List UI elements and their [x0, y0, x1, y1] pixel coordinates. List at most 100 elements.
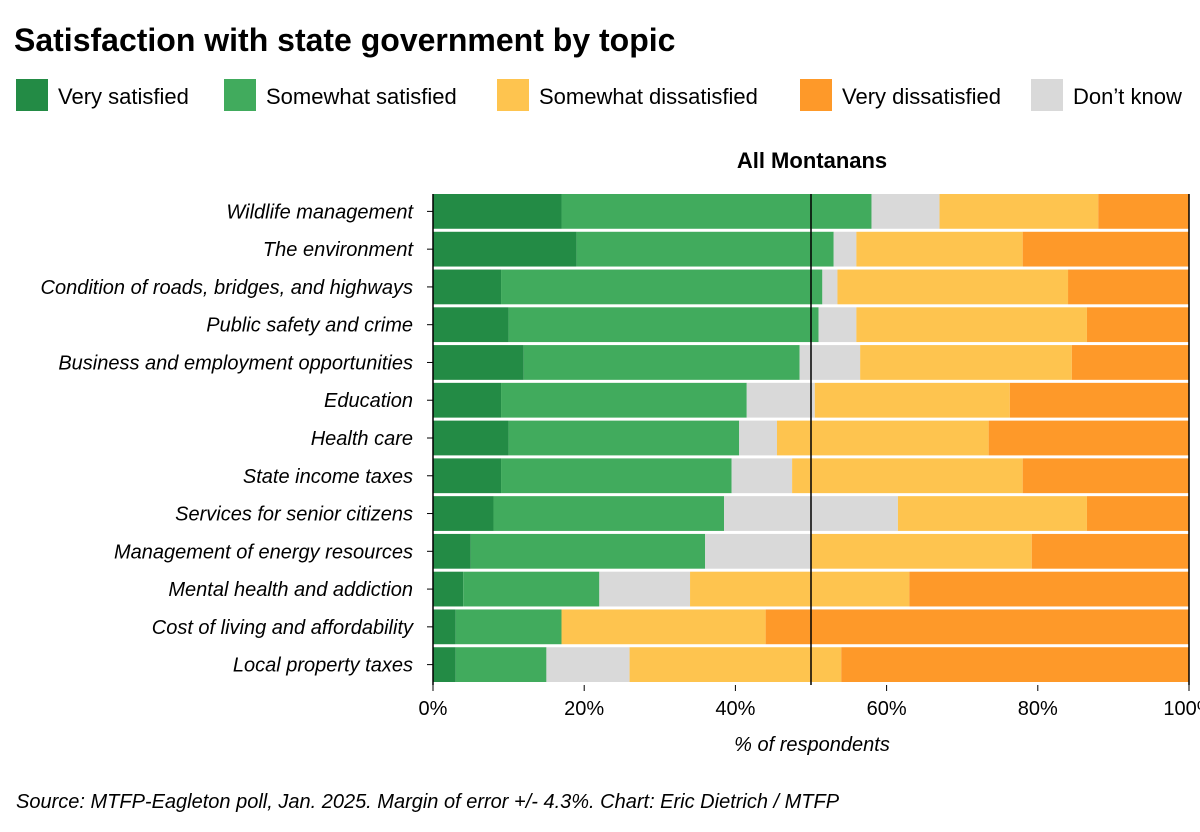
bar-services-for-senior-citizens-very-satisfied — [433, 496, 494, 531]
bar-health-care-very-satisfied — [433, 420, 509, 456]
category-label-management-of-energy-resources: Management of energy resources — [114, 541, 413, 563]
bar-public-safety-and-crime-somewhat-satisfied — [508, 307, 819, 343]
legend-label-don-t-know: Don’t know — [1073, 84, 1182, 109]
bar-row-management-of-energy-resources — [433, 533, 1189, 569]
bar-public-safety-and-crime-don-t-know — [818, 307, 857, 343]
bar-public-safety-and-crime-somewhat-dissatisfied — [856, 307, 1087, 343]
bar-business-and-employment-opportunities-very-dissatisfied — [1071, 345, 1189, 380]
bar-management-of-energy-resources-very-satisfied — [433, 533, 471, 569]
bar-management-of-energy-resources-very-dissatisfied — [1031, 533, 1189, 569]
bar-wildlife-management-very-satisfied — [433, 194, 562, 229]
bar-row-business-and-employment-opportunities — [433, 345, 1189, 380]
bar-cost-of-living-and-affordability-somewhat-dissatisfied — [561, 609, 766, 645]
bar-local-property-taxes-very-dissatisfied — [841, 647, 1189, 682]
x-tick-label-20: 20% — [564, 698, 604, 720]
category-label-health-care: Health care — [311, 428, 413, 450]
bar-mental-health-and-addiction-somewhat-dissatisfied — [690, 571, 910, 607]
legend: Very satisfied Somewhat satisfied Somewhat… — [16, 79, 1182, 111]
x-tick-label-80: 80% — [1018, 698, 1058, 720]
bar-the-environment-don-t-know — [833, 231, 857, 267]
bar-the-environment-very-dissatisfied — [1022, 231, 1189, 267]
category-label-mental-health-and-addiction: Mental health and addiction — [168, 579, 413, 601]
bar-wildlife-management-don-t-know — [871, 194, 940, 229]
bar-cost-of-living-and-affordability-very-dissatisfied — [765, 609, 1189, 645]
category-label-cost-of-living-and-affordability: Cost of living and affordability — [152, 617, 414, 639]
bar-mental-health-and-addiction-very-satisfied — [433, 571, 464, 607]
panel-title: All Montanans — [737, 148, 887, 173]
bar-business-and-employment-opportunities-somewhat-dissatisfied — [860, 345, 1072, 380]
bar-state-income-taxes-somewhat-dissatisfied — [792, 458, 1023, 494]
bar-wildlife-management-very-dissatisfied — [1098, 194, 1189, 229]
bar-row-mental-health-and-addiction — [433, 571, 1189, 607]
bar-local-property-taxes-somewhat-satisfied — [455, 647, 547, 682]
bar-condition-of-roads-bridges-and-highways-somewhat-satisfied — [501, 269, 823, 305]
bar-condition-of-roads-bridges-and-highways-somewhat-dissatisfied — [837, 269, 1069, 305]
x-tick-label-0: 0% — [419, 698, 448, 720]
legend-label-somewhat-satisfied: Somewhat satisfied — [266, 84, 457, 109]
legend-swatch-somewhat-satisfied — [224, 79, 256, 111]
bar-the-environment-somewhat-satisfied — [576, 231, 834, 267]
x-tick-label-40: 40% — [715, 698, 755, 720]
category-label-wildlife-management: Wildlife management — [226, 201, 414, 223]
bar-row-state-income-taxes — [433, 458, 1189, 494]
bar-state-income-taxes-don-t-know — [731, 458, 793, 494]
bar-business-and-employment-opportunities-don-t-know — [799, 345, 861, 380]
category-label-condition-of-roads-bridges-and-highways: Condition of roads, bridges, and highway… — [41, 277, 413, 299]
bar-condition-of-roads-bridges-and-highways-very-satisfied — [433, 269, 502, 305]
plot-area: Wildlife management The environment Condit… — [41, 194, 1200, 720]
bar-services-for-senior-citizens-somewhat-satisfied — [493, 496, 725, 531]
legend-item-very-dissatisfied: Very dissatisfied — [800, 79, 1001, 111]
legend-item-somewhat-satisfied: Somewhat satisfied — [224, 79, 457, 111]
bar-health-care-very-dissatisfied — [988, 420, 1189, 456]
bar-education-don-t-know — [746, 382, 815, 418]
bar-the-environment-somewhat-dissatisfied — [856, 231, 1023, 267]
bar-local-property-taxes-somewhat-dissatisfied — [629, 647, 842, 682]
bar-health-care-don-t-know — [739, 420, 777, 456]
bar-local-property-taxes-don-t-know — [546, 647, 630, 682]
bar-row-health-care — [433, 420, 1189, 456]
bar-management-of-energy-resources-somewhat-dissatisfied — [811, 533, 1032, 569]
legend-item-don-t-know: Don’t know — [1031, 79, 1182, 111]
legend-swatch-don-t-know — [1031, 79, 1063, 111]
bar-mental-health-and-addiction-don-t-know — [599, 571, 691, 607]
bar-management-of-energy-resources-somewhat-satisfied — [470, 533, 706, 569]
bar-row-education — [433, 382, 1189, 418]
bar-state-income-taxes-somewhat-satisfied — [501, 458, 732, 494]
legend-item-somewhat-dissatisfied: Somewhat dissatisfied — [497, 79, 758, 111]
legend-swatch-somewhat-dissatisfied — [497, 79, 529, 111]
bar-mental-health-and-addiction-very-dissatisfied — [909, 571, 1189, 607]
category-label-the-environment: The environment — [263, 239, 415, 261]
bar-public-safety-and-crime-very-satisfied — [433, 307, 509, 343]
chart-title: Satisfaction with state government by to… — [14, 22, 675, 58]
x-axis-title: % of respondents — [734, 734, 890, 756]
category-label-education: Education — [324, 390, 413, 412]
category-label-local-property-taxes: Local property taxes — [233, 655, 413, 677]
bar-services-for-senior-citizens-very-dissatisfied — [1086, 496, 1189, 531]
bar-education-somewhat-dissatisfied — [814, 382, 1010, 418]
bar-cost-of-living-and-affordability-very-satisfied — [433, 609, 456, 645]
bar-education-very-dissatisfied — [1009, 382, 1189, 418]
bar-wildlife-management-somewhat-satisfied — [561, 194, 872, 229]
bar-the-environment-very-satisfied — [433, 231, 577, 267]
bar-business-and-employment-opportunities-somewhat-satisfied — [523, 345, 800, 380]
source-note: Source: MTFP-Eagleton poll, Jan. 2025. M… — [16, 791, 840, 813]
bar-row-condition-of-roads-bridges-and-highways — [433, 269, 1189, 305]
bar-mental-health-and-addiction-somewhat-satisfied — [463, 571, 600, 607]
bar-public-safety-and-crime-very-dissatisfied — [1086, 307, 1189, 343]
category-label-services-for-senior-citizens: Services for senior citizens — [175, 504, 413, 526]
bar-row-public-safety-and-crime — [433, 307, 1189, 343]
category-label-public-safety-and-crime: Public safety and crime — [206, 315, 413, 337]
bar-wildlife-management-somewhat-dissatisfied — [939, 194, 1099, 229]
bar-condition-of-roads-bridges-and-highways-don-t-know — [822, 269, 838, 305]
bar-local-property-taxes-very-satisfied — [433, 647, 456, 682]
bar-education-very-satisfied — [433, 382, 502, 418]
legend-label-very-satisfied: Very satisfied — [58, 84, 189, 109]
bar-services-for-senior-citizens-somewhat-dissatisfied — [897, 496, 1087, 531]
bar-management-of-energy-resources-don-t-know — [705, 533, 811, 569]
legend-item-very-satisfied: Very satisfied — [16, 79, 189, 111]
bar-row-cost-of-living-and-affordability — [433, 609, 1189, 645]
legend-label-somewhat-dissatisfied: Somewhat dissatisfied — [539, 84, 758, 109]
bar-health-care-somewhat-dissatisfied — [776, 420, 989, 456]
legend-swatch-very-satisfied — [16, 79, 48, 111]
category-label-business-and-employment-opportunities: Business and employment opportunities — [58, 352, 413, 374]
